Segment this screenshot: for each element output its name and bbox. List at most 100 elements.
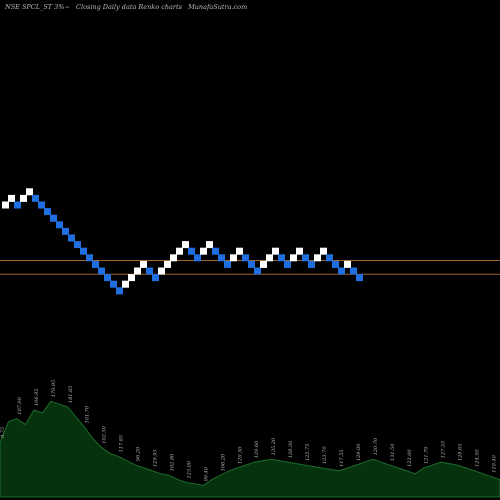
renko-brick [266,254,273,262]
volume-label: 99.40 [203,466,209,481]
renko-brick [122,280,129,288]
renko-brick [284,260,291,268]
renko-brick [260,260,267,268]
renko-brick [20,194,27,202]
renko-brick [62,227,69,235]
volume-label: 128.65 [458,444,464,462]
renko-brick [110,280,117,288]
site-name: MunafaSutra.com [188,3,248,11]
renko-brick [314,254,321,262]
renko-brick [236,247,243,255]
renko-brick [272,247,279,255]
renko-brick [164,260,171,268]
volume-label: 107.00 [17,396,23,414]
renko-brick [308,260,315,268]
renko-brick [44,208,51,216]
renko-brick [50,214,57,222]
chart-header: NSE SPCL_ST 3%~ Closing Daily data Renko… [5,3,251,11]
renko-brick [104,274,111,282]
renko-brick [290,254,297,262]
renko-brick [80,247,87,255]
volume-label: 121.70 [424,446,430,464]
renko-brick [200,247,207,255]
renko-brick [26,188,33,196]
volume-label: 179.95 [51,380,57,398]
renko-brick [254,267,261,275]
volume-label: 96.20 [136,446,142,461]
volume-label: 127.55 [441,441,447,459]
renko-brick [140,260,147,268]
renko-brick [146,267,153,275]
renko-brick [218,254,225,262]
volume-area [0,400,500,498]
renko-brick [98,267,105,275]
volume-label: 106.20 [220,453,226,471]
volume-label: 102.30 [102,425,108,443]
renko-brick [68,234,75,242]
renko-brick [152,274,159,282]
renko-brick [356,274,363,282]
renko-brick [230,254,237,262]
renko-brick [14,201,21,209]
renko-brick [320,247,327,255]
renko-brick [242,254,249,262]
volume-labels: 0.75 107.00 106.95 179.95 181.85 101.70 102.30… [0,380,498,482]
renko-brick [350,267,357,275]
renko-brick [188,247,195,255]
renko-brick [278,254,285,262]
volume-label: 124.50 [475,449,481,467]
volume-label: 125.75 [305,444,311,462]
renko-brick [302,254,309,262]
symbol-label: NSE SPCL_ST 3%~ [5,3,70,11]
volume-label: 119.40 [492,454,498,472]
renko-brick [326,254,333,262]
volume-label: 0.75 [0,427,6,438]
volume-label: 129.60 [254,440,260,458]
volume-label: 102.80 [170,453,176,471]
volume-label: 101.70 [85,405,91,423]
renko-brick [74,241,81,249]
renko-bricks [2,188,363,295]
volume-label: 131.50 [390,443,396,461]
volume-label: 181.85 [68,386,74,404]
volume-label: 117.85 [119,435,125,453]
renko-brick [32,194,39,202]
renko-brick [338,267,345,275]
renko-brick [206,241,213,249]
volume-panel [0,400,500,498]
volume-label: 122.00 [407,449,413,467]
volume-label: 135.20 [271,437,277,455]
renko-brick [170,254,177,262]
renko-brick [116,287,123,295]
renko-brick [8,194,15,202]
renko-brick [2,201,9,209]
renko-brick [134,267,141,275]
volume-label: 123.70 [322,446,328,464]
reference-lines [0,259,500,275]
chart-description: Closing Daily data Renko charts [76,3,182,11]
volume-label: 117.55 [339,449,345,467]
renko-brick [158,267,165,275]
renko-brick [224,260,231,268]
renko-brick [248,260,255,268]
renko-brick [194,254,201,262]
volume-label: 120.70 [373,437,379,455]
volume-label: 128.30 [288,440,294,458]
renko-brick [296,247,303,255]
renko-brick [332,260,339,268]
volume-label: 120.30 [237,446,243,464]
volume-label: 125.00 [186,460,192,478]
renko-brick [182,241,189,249]
renko-brick [128,274,135,282]
renko-brick [56,221,63,229]
renko-brick [212,247,219,255]
renko-brick [86,254,93,262]
renko-brick [344,260,351,268]
renko-brick [92,260,99,268]
volume-label: 106.95 [34,389,40,407]
renko-brick [176,247,183,255]
renko-brick [38,201,45,209]
volume-label: 129.00 [356,443,362,461]
volume-label: 129.95 [153,449,159,467]
